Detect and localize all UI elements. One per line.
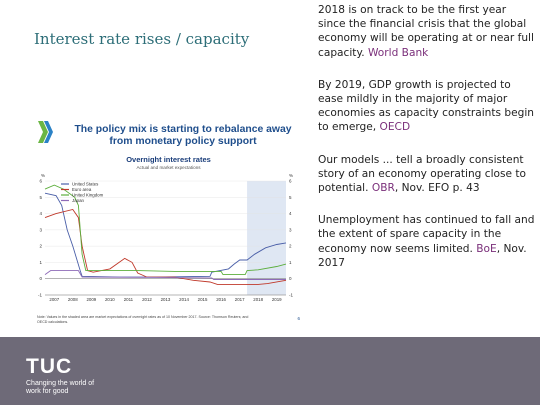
y-tick-label: 2 <box>39 244 42 249</box>
y-tick-label-right: 1 <box>289 260 292 265</box>
quote-source: OECD <box>379 121 411 134</box>
slide-title: Interest rate rises / capacity <box>34 30 250 48</box>
y-tick-label: 3 <box>39 227 42 232</box>
x-tick-label: 2008 <box>68 297 78 302</box>
quote-text: Unemployment has continued to fall and t… <box>318 214 535 255</box>
footer-bar <box>0 337 540 405</box>
x-tick-label: 2011 <box>124 297 134 302</box>
x-tick-label: 2014 <box>179 297 189 302</box>
oecd-logo-icon <box>38 121 53 143</box>
x-tick-label: 2018 <box>253 297 263 302</box>
quote-source: BoE <box>476 242 497 255</box>
quote-suffix: , Nov. 2017 <box>318 242 527 269</box>
y-tick-label-right: 6 <box>289 179 292 184</box>
y-tick-label-right: 5 <box>289 195 292 200</box>
y-axis-unit: % <box>41 173 45 178</box>
x-tick-label: 2012 <box>142 297 152 302</box>
x-tick-label: 2015 <box>198 297 208 302</box>
quote-source: World Bank <box>367 46 429 59</box>
y-tick-label: 0 <box>39 276 42 281</box>
quote-boe: Unemployment has continued to fall and t… <box>318 213 536 270</box>
chart-panel-title: The policy mix is starting to rebalance … <box>74 124 292 147</box>
series-line-united-states <box>44 192 287 278</box>
forecast-shaded-area <box>247 181 286 295</box>
y-tick-label: 4 <box>39 211 42 216</box>
x-tick-label: 2016 <box>216 297 226 302</box>
quote-suffix: , Nov. EFO p. 43 <box>394 182 480 195</box>
quote-world-bank: 2018 is on track to be the first year si… <box>318 3 536 60</box>
chart-subtitle-secondary: Actual and market expectations <box>136 165 201 170</box>
legend-label: United Kingdom <box>72 193 104 198</box>
x-tick-label: 2007 <box>49 297 59 302</box>
legend-label: Japan <box>72 198 85 203</box>
quote-source: OBR <box>371 182 395 195</box>
y-tick-label-right: 2 <box>289 244 292 249</box>
x-tick-label: 2017 <box>235 297 245 302</box>
y-tick-label-right: 3 <box>289 227 292 232</box>
series-line-japan <box>44 270 286 280</box>
legend-label: Euro area <box>72 187 92 192</box>
chart-note: Note: Values in the shaded area are mark… <box>37 315 249 324</box>
legend-label: United States <box>72 182 99 187</box>
y-tick-label: 6 <box>39 179 42 184</box>
x-tick-label: 2009 <box>86 297 96 302</box>
tuc-logo: TUC <box>26 355 73 378</box>
x-tick-label: 2013 <box>161 297 171 302</box>
chart-subtitle: Overnight interest rates <box>126 155 211 164</box>
quote-text: 2018 is on track to be the first year si… <box>318 4 534 59</box>
y-tick-label-right: -1 <box>289 293 293 298</box>
y-tick-label: 5 <box>39 195 42 200</box>
tuc-tagline: Changing the world of work for good <box>26 380 95 395</box>
x-tick-label: 2010 <box>105 297 115 302</box>
interest-rate-chart: -1 0 1 2 3 4 5 6% -1 0 1 2 3 4 5 6% 2007 2008 2009 2010 2011… <box>38 173 301 321</box>
y-tick-label-right: 4 <box>289 211 292 216</box>
quote-text: Our models ... tell a broadly consistent… <box>318 153 527 195</box>
quote-obr: Our models ... tell a broadly consistent… <box>318 153 536 196</box>
page-number: 6 <box>297 316 300 321</box>
x-tick-label: 2019 <box>272 297 282 302</box>
y-tick-label-right: 0 <box>289 276 292 281</box>
quotes-column: 2018 is on track to be the first year si… <box>318 3 536 288</box>
y-tick-label: 1 <box>39 260 42 265</box>
quote-oecd: By 2019, GDP growth is projected to ease… <box>318 78 536 135</box>
quote-text: By 2019, GDP growth is projected to ease… <box>318 78 535 134</box>
y-tick-label-right: % <box>289 173 293 178</box>
y-tick-label: -1 <box>38 293 42 298</box>
chart-panel: The policy mix is starting to rebalance … <box>33 115 304 330</box>
series-line-united-kingdom <box>44 184 287 276</box>
